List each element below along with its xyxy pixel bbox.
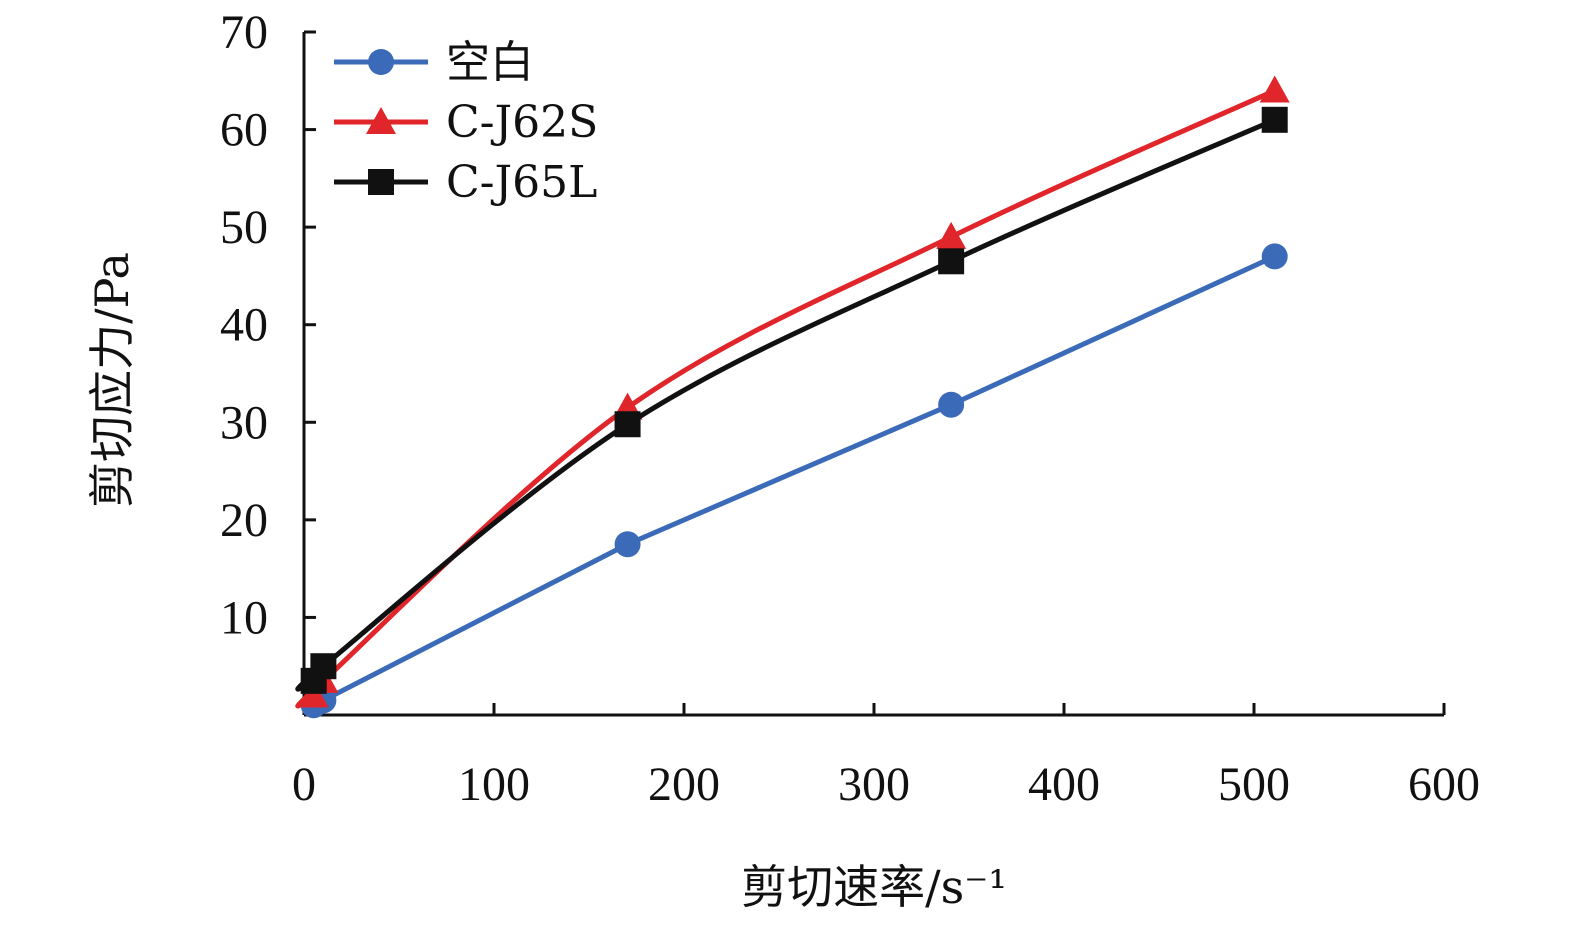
series-line (295, 117, 1278, 692)
data-point (938, 391, 965, 418)
data-point (614, 531, 641, 558)
x-tick-label: 400 (1028, 758, 1100, 811)
series-1 (300, 243, 1288, 719)
y-axis-title: 剪切应力/Pa (85, 252, 139, 508)
data-point (936, 221, 967, 249)
y-tick-label: 60 (220, 104, 268, 157)
y-tick-label: 70 (220, 6, 268, 59)
data-point (310, 653, 337, 680)
x-axis-title: 剪切速率/s⁻¹ (741, 860, 1007, 914)
legend-label: C-J65L (446, 157, 597, 208)
series-line (311, 253, 1278, 708)
legend-marker (368, 49, 394, 75)
y-tick-label: 50 (220, 201, 268, 254)
data-point (298, 680, 329, 708)
legend-label: C-J62S (446, 97, 598, 148)
legend-item: C-J62S (334, 97, 598, 148)
y-tick-label: 30 (220, 396, 268, 449)
y-tick-label: 20 (220, 494, 268, 547)
y-tick-label: 10 (220, 591, 268, 644)
data-point (614, 411, 641, 438)
legend-marker (366, 107, 396, 134)
data-point (1259, 75, 1290, 103)
legend-item: 空白 (334, 37, 534, 88)
x-tick-label: 500 (1218, 758, 1290, 811)
series-layer (295, 75, 1290, 719)
data-point (1261, 243, 1288, 270)
x-tick-label: 600 (1408, 758, 1480, 811)
legend-marker (368, 169, 394, 195)
x-tick-label: 0 (292, 758, 316, 811)
data-point (938, 248, 965, 275)
y-tick-label: 40 (220, 299, 268, 352)
x-tick-label: 300 (838, 758, 910, 811)
x-tick-label: 200 (648, 758, 720, 811)
ticks: 0 100 200 300 400 500 600 10 20 30 40 50 60 70 (220, 6, 1480, 811)
x-tick-label: 100 (458, 758, 530, 811)
legend-label: 空白 (446, 37, 534, 88)
series-3 (295, 106, 1288, 694)
legend-item: C-J65L (334, 157, 597, 208)
data-point (1261, 106, 1288, 133)
legend: 空白 C-J62S C-J65L (334, 37, 598, 208)
